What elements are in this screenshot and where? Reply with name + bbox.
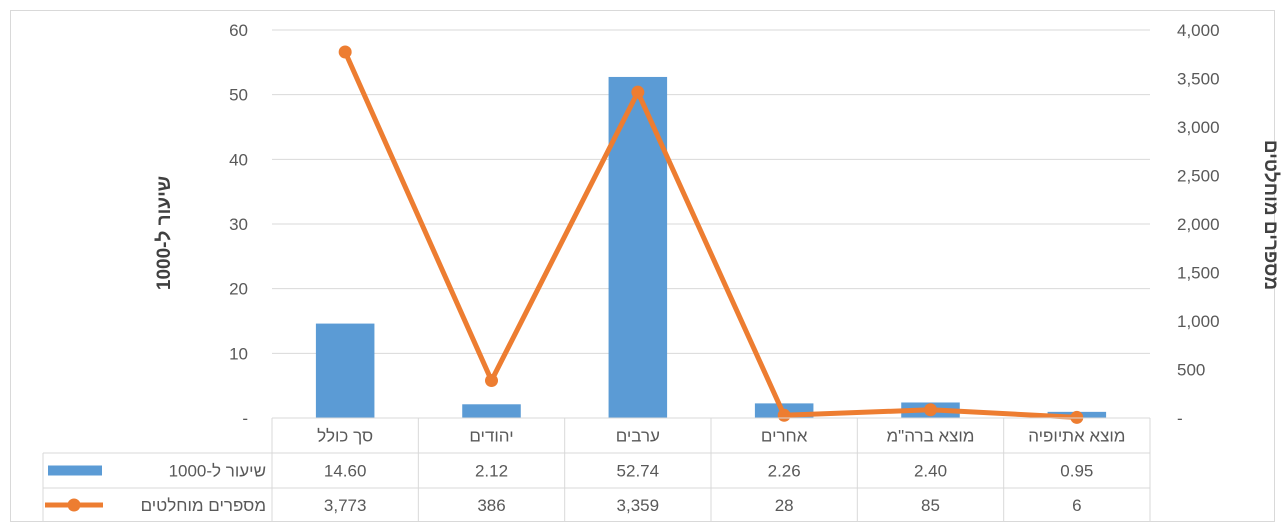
y-tick-label: 40 (229, 150, 248, 169)
y2-tick-label: 1,500 (1177, 264, 1220, 283)
y2-axis-title: מספרים מוחלטים (1260, 140, 1281, 290)
gridlines (272, 29, 1150, 354)
data-label: 52.74 (617, 462, 660, 481)
category-label: מוצא אתיופיה (1028, 427, 1125, 446)
left-axis-ticks: - 10 20 30 40 50 60 (229, 21, 248, 428)
y2-tick-label: 4,000 (1177, 21, 1220, 40)
data-label: 2.12 (475, 462, 508, 481)
legend-key-bar (48, 465, 102, 476)
y2-tick-label: 2,500 (1177, 167, 1220, 186)
y2-tick-label: 1,000 (1177, 312, 1220, 331)
category-label: אחרים (761, 427, 808, 446)
y-tick-label: 50 (229, 86, 248, 105)
y2-tick-label: 500 (1177, 361, 1205, 380)
data-label: 3,773 (324, 496, 367, 515)
y-axis-title: שיעור ל-1000 (154, 176, 175, 290)
data-label: 28 (775, 496, 794, 515)
data-label: 85 (921, 496, 940, 515)
data-label: 0.95 (1060, 462, 1093, 481)
y-tick-label: 60 (229, 21, 248, 40)
data-label: 386 (477, 496, 505, 515)
category-label: סך כולל (317, 427, 373, 446)
bar (315, 323, 375, 418)
y2-tick-label: - (1177, 409, 1183, 428)
data-label: 3,359 (617, 496, 660, 515)
right-axis-ticks: - 500 1,000 1,500 2,000 2,500 3,000 3,500 4,000 (1177, 21, 1220, 428)
data-table: סך כולל יהודים ערבים אחרים מוצא ברה"מ מוצא את… (42, 417, 1151, 522)
category-label: יהודים (469, 427, 513, 446)
y-tick-label: 20 (229, 280, 248, 299)
data-label: 2.26 (768, 462, 801, 481)
line-point (338, 45, 352, 59)
line-point (631, 85, 645, 99)
y2-tick-label: 3,500 (1177, 70, 1220, 89)
y-tick-label: 30 (229, 215, 248, 234)
line-point (924, 403, 937, 417)
y-tick-label: 10 (229, 344, 248, 363)
y-tick-label: - (242, 409, 248, 428)
data-label: 2.40 (914, 462, 947, 481)
data-label: 6 (1072, 496, 1081, 515)
legend-label: שיעור ל-1000 (169, 462, 266, 481)
y2-tick-label: 2,000 (1177, 215, 1220, 234)
bar (462, 404, 521, 418)
line-point (485, 374, 498, 388)
line-point (777, 408, 791, 422)
legend-key-marker (67, 498, 81, 512)
category-label: ערבים (616, 427, 660, 446)
bar-series (315, 76, 1107, 418)
y2-tick-label: 3,000 (1177, 118, 1220, 137)
line-point (1070, 410, 1084, 424)
series-line (342, 51, 1077, 420)
legend-label: מספרים מוחלטים (141, 496, 266, 515)
line-series (338, 45, 1084, 424)
data-label: 14.60 (324, 462, 367, 481)
category-label: מוצא ברה"מ (887, 427, 975, 446)
